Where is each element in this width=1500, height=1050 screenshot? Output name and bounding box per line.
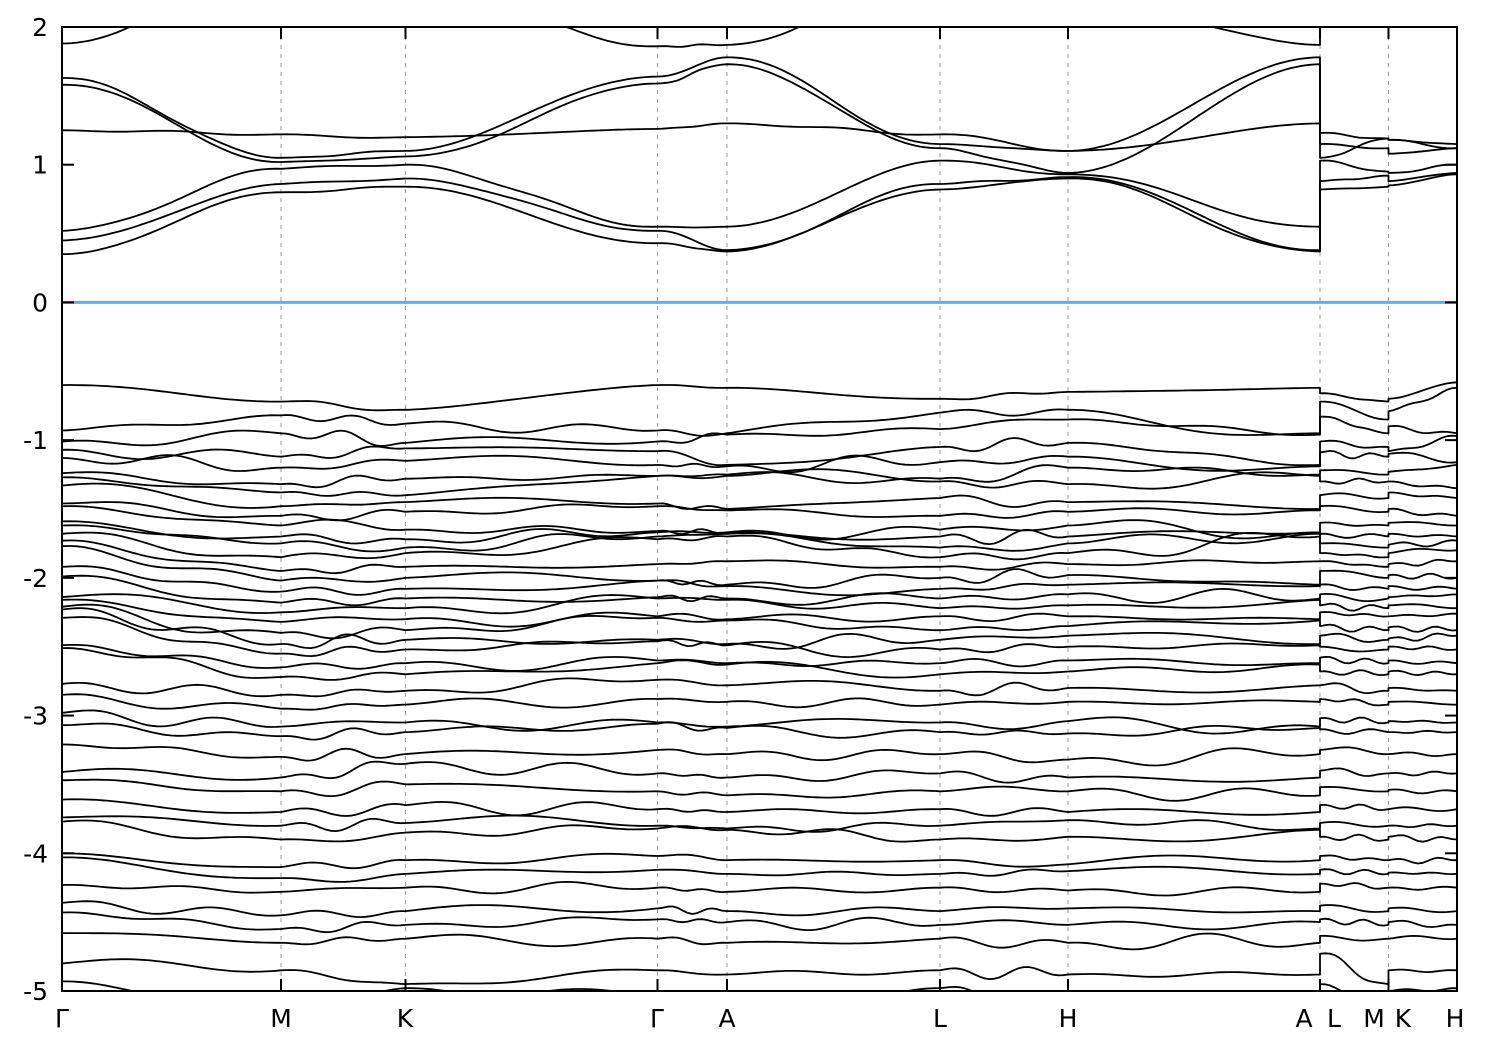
kpoint-label-6: H [1059, 1004, 1078, 1033]
kpoint-label-2: K [397, 1004, 414, 1033]
energy-band [62, 709, 1457, 735]
energy-band [62, 607, 1457, 650]
energy-band [62, 505, 1457, 541]
energy-band [62, 524, 1457, 553]
energy-band [62, 27, 1321, 48]
energy-band [62, 434, 1457, 467]
energy-band [62, 482, 1457, 510]
kpoint-label-5: L [933, 1004, 947, 1033]
energy-band [62, 565, 1457, 597]
energy-band [62, 598, 1457, 628]
energy-band [62, 450, 1457, 474]
energy-band [62, 501, 1457, 522]
energy-band [62, 173, 1457, 256]
kpoint-label-4: A [718, 1004, 735, 1033]
axis-ticks [61, 26, 1458, 992]
energy-band [62, 531, 1457, 561]
kpoint-label-3: Γ [650, 1004, 664, 1033]
energy-band [62, 798, 1457, 817]
energy-band [62, 900, 1457, 918]
energy-band [62, 56, 1457, 159]
energy-band [62, 647, 1457, 681]
energy-label-2: 2 [32, 13, 48, 42]
energy-band [62, 814, 1457, 833]
kpoint-label-0: Γ [55, 1004, 69, 1033]
bands-group [62, 27, 1457, 991]
energy-band [62, 952, 1457, 985]
energy-band [62, 644, 1457, 672]
energy-band [62, 381, 1457, 412]
kpoint-label-8: L [1327, 1004, 1341, 1033]
energy-band [62, 932, 1457, 951]
energy-band [62, 743, 1457, 767]
kpoint-label-10: K [1395, 1004, 1412, 1033]
energy-band [62, 122, 1457, 152]
energy-band [62, 172, 1457, 252]
kpoint-label-1: M [270, 1004, 292, 1033]
energy-band [62, 539, 1457, 575]
energy-band [62, 593, 1457, 615]
energy-label-1: 1 [32, 151, 48, 180]
energy-label-0: 0 [32, 288, 48, 317]
energy-band [62, 616, 1457, 658]
kpoint-label-11: H [1446, 1004, 1465, 1033]
energy-band [62, 881, 1457, 897]
energy-band [62, 677, 1457, 698]
energy-band [62, 693, 1457, 711]
energy-band [62, 721, 1457, 741]
energy-band [62, 63, 1457, 174]
energy-label--2: -2 [23, 564, 48, 593]
energy-band [62, 545, 1457, 589]
energy-band [62, 468, 1457, 497]
energy-label--5: -5 [23, 977, 48, 1006]
energy-band [62, 760, 1457, 784]
energy-label--1: -1 [23, 426, 48, 455]
energy-band [62, 852, 1457, 870]
energy-label--3: -3 [23, 702, 48, 731]
kpoint-label-9: M [1363, 1004, 1385, 1033]
energy-band [62, 159, 1457, 232]
y-axis-labels: 2 1 0 -1 -2 -3 -4 -5 [23, 13, 48, 1006]
kpoint-gridlines [280, 27, 1389, 991]
plot-border [61, 26, 1458, 992]
energy-band [62, 603, 1457, 640]
energy-label--4: -4 [23, 839, 48, 868]
energy-band [62, 856, 1457, 883]
kpoint-label-7: A [1295, 1004, 1312, 1033]
energy-band [62, 415, 1457, 447]
energy-band [62, 819, 1457, 843]
energy-band [62, 911, 1457, 934]
energy-band [62, 778, 1457, 802]
energy-band [62, 386, 1457, 437]
